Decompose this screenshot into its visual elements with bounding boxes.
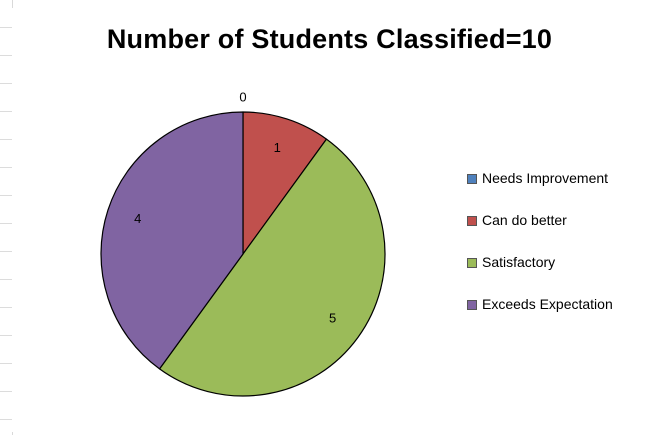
legend-label: Satisfactory (482, 254, 556, 270)
legend-item: Satisfactory (467, 254, 652, 296)
data-label: 0 (239, 89, 246, 104)
pie-slice[interactable] (100, 111, 244, 370)
legend-swatch-icon (467, 258, 477, 268)
legend-label: Needs Improvement (482, 170, 609, 186)
legend-label: Can do better (482, 212, 567, 228)
legend-swatch-icon (467, 174, 477, 184)
legend-item: Can do better (467, 212, 652, 254)
legend-item: Exceeds Expectation (467, 296, 652, 338)
chart-title: Number of Students Classified=10 (106, 24, 553, 54)
legend-item: Needs Improvement (467, 170, 652, 212)
chart-legend: Needs Improvement Can do better Satisfac… (467, 170, 652, 338)
data-label: 4 (134, 211, 141, 226)
pie-slice[interactable] (242, 111, 328, 255)
data-label: 1 (274, 140, 281, 155)
legend-label: Exceeds Expectation (482, 296, 613, 312)
legend-swatch-icon (467, 216, 477, 226)
pie-slice[interactable] (158, 138, 386, 397)
legend-swatch-icon (467, 300, 477, 310)
data-label: 5 (329, 311, 336, 326)
